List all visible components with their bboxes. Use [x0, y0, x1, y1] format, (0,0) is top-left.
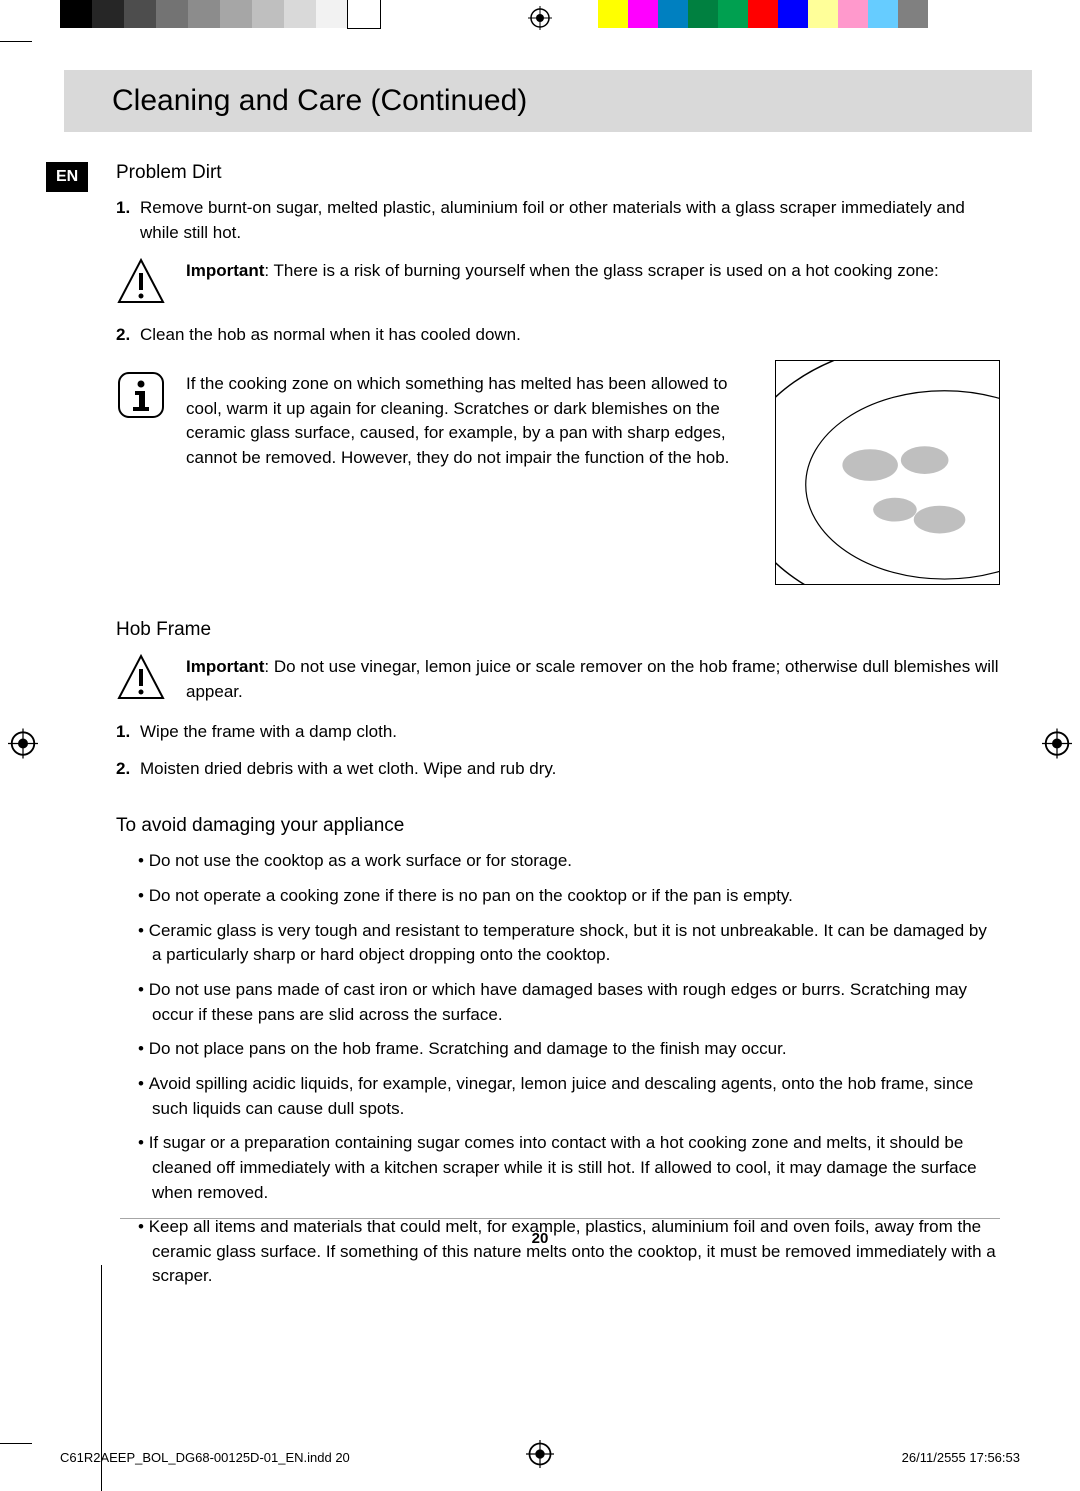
color-swatch: [658, 0, 688, 28]
color-swatch: [92, 0, 124, 28]
step-text: Wipe the frame with a damp cloth.: [140, 720, 397, 745]
registration-mark-left: [8, 728, 38, 763]
bullet-list: Do not use the cooktop as a work surface…: [116, 849, 1000, 1289]
bullet-item: If sugar or a preparation containing sug…: [138, 1131, 1000, 1205]
print-color-bar: [0, 0, 1080, 28]
warning-icon: [116, 653, 166, 703]
important-label: Important: [186, 657, 264, 676]
important-label: Important: [186, 261, 264, 280]
language-tab: EN: [46, 162, 88, 192]
footer-file: C61R2AEEP_BOL_DG68-00125D-01_EN.indd 20: [60, 1450, 350, 1465]
step-number: 2.: [116, 757, 140, 782]
footer-timestamp: 26/11/2555 17:56:53: [902, 1450, 1020, 1465]
color-swatch: [188, 0, 220, 28]
color-swatch: [688, 0, 718, 28]
color-swatch: [898, 0, 928, 28]
crop-mark: [0, 1443, 32, 1444]
hob-illustration: [775, 360, 1000, 585]
bullet-item: Avoid spilling acidic liquids, for examp…: [138, 1072, 1000, 1121]
footer-rule: [120, 1218, 1000, 1219]
step-number: 1.: [116, 196, 140, 245]
color-swatch: [838, 0, 868, 28]
color-swatch: [220, 0, 252, 28]
color-swatch: [60, 0, 92, 28]
registration-mark-right: [1042, 728, 1072, 763]
callout-text: Important: Do not use vinegar, lemon jui…: [186, 653, 1000, 704]
step-text: Clean the hob as normal when it has cool…: [140, 323, 521, 348]
crop-mark: [0, 41, 32, 42]
color-swatch: [156, 0, 188, 28]
registration-mark-top: [528, 6, 552, 35]
callout-text: If the cooking zone on which something h…: [186, 370, 751, 471]
color-swatch: [124, 0, 156, 28]
color-swatch: [808, 0, 838, 28]
bullet-item: Do not use pans made of cast iron or whi…: [138, 978, 1000, 1027]
numbered-step: 1. Remove burnt-on sugar, melted plastic…: [116, 196, 1000, 245]
section-heading: To avoid damaging your appliance: [116, 815, 1000, 837]
color-swatch: [348, 0, 380, 28]
important-body: : Do not use vinegar, lemon juice or sca…: [186, 657, 999, 701]
important-callout: Important: Do not use vinegar, lemon jui…: [116, 653, 1000, 704]
color-swatch: [748, 0, 778, 28]
step-text: Remove burnt-on sugar, melted plastic, a…: [140, 196, 1000, 245]
color-swatch: [598, 0, 628, 28]
page-title: Cleaning and Care (Continued): [112, 84, 1008, 118]
step-text: Moisten dried debris with a wet cloth. W…: [140, 757, 556, 782]
info-callout: If the cooking zone on which something h…: [116, 370, 751, 471]
color-swatch: [718, 0, 748, 28]
bullet-item: Do not use the cooktop as a work surface…: [138, 849, 1000, 874]
section-heading: Problem Dirt: [116, 162, 1000, 184]
warning-icon: [116, 257, 166, 307]
color-swatch: [316, 0, 348, 28]
info-icon: [116, 370, 166, 420]
numbered-step: 2. Clean the hob as normal when it has c…: [116, 323, 1000, 348]
step-number: 1.: [116, 720, 140, 745]
color-swatch: [252, 0, 284, 28]
color-swatch: [778, 0, 808, 28]
bullet-item: Ceramic glass is very tough and resistan…: [138, 919, 1000, 968]
step-number: 2.: [116, 323, 140, 348]
print-footer: C61R2AEEP_BOL_DG68-00125D-01_EN.indd 20 …: [60, 1450, 1020, 1465]
bullet-item: Do not operate a cooking zone if there i…: [138, 884, 1000, 909]
numbered-step: 1. Wipe the frame with a damp cloth.: [116, 720, 1000, 745]
bullet-item: Keep all items and materials that could …: [138, 1215, 1000, 1289]
numbered-step: 2. Moisten dried debris with a wet cloth…: [116, 757, 1000, 782]
callout-text: Important: There is a risk of burning yo…: [186, 257, 939, 284]
title-banner: Cleaning and Care (Continued): [64, 70, 1032, 132]
color-swatch: [284, 0, 316, 28]
color-swatch: [868, 0, 898, 28]
page-content: Cleaning and Care (Continued) EN Problem…: [80, 70, 1000, 1299]
page-number: 20: [532, 1230, 549, 1247]
important-body: : There is a risk of burning yourself wh…: [264, 261, 938, 280]
section-heading: Hob Frame: [116, 619, 1000, 641]
important-callout: Important: There is a risk of burning yo…: [116, 257, 1000, 307]
color-swatch: [628, 0, 658, 28]
bullet-item: Do not place pans on the hob frame. Scra…: [138, 1037, 1000, 1062]
